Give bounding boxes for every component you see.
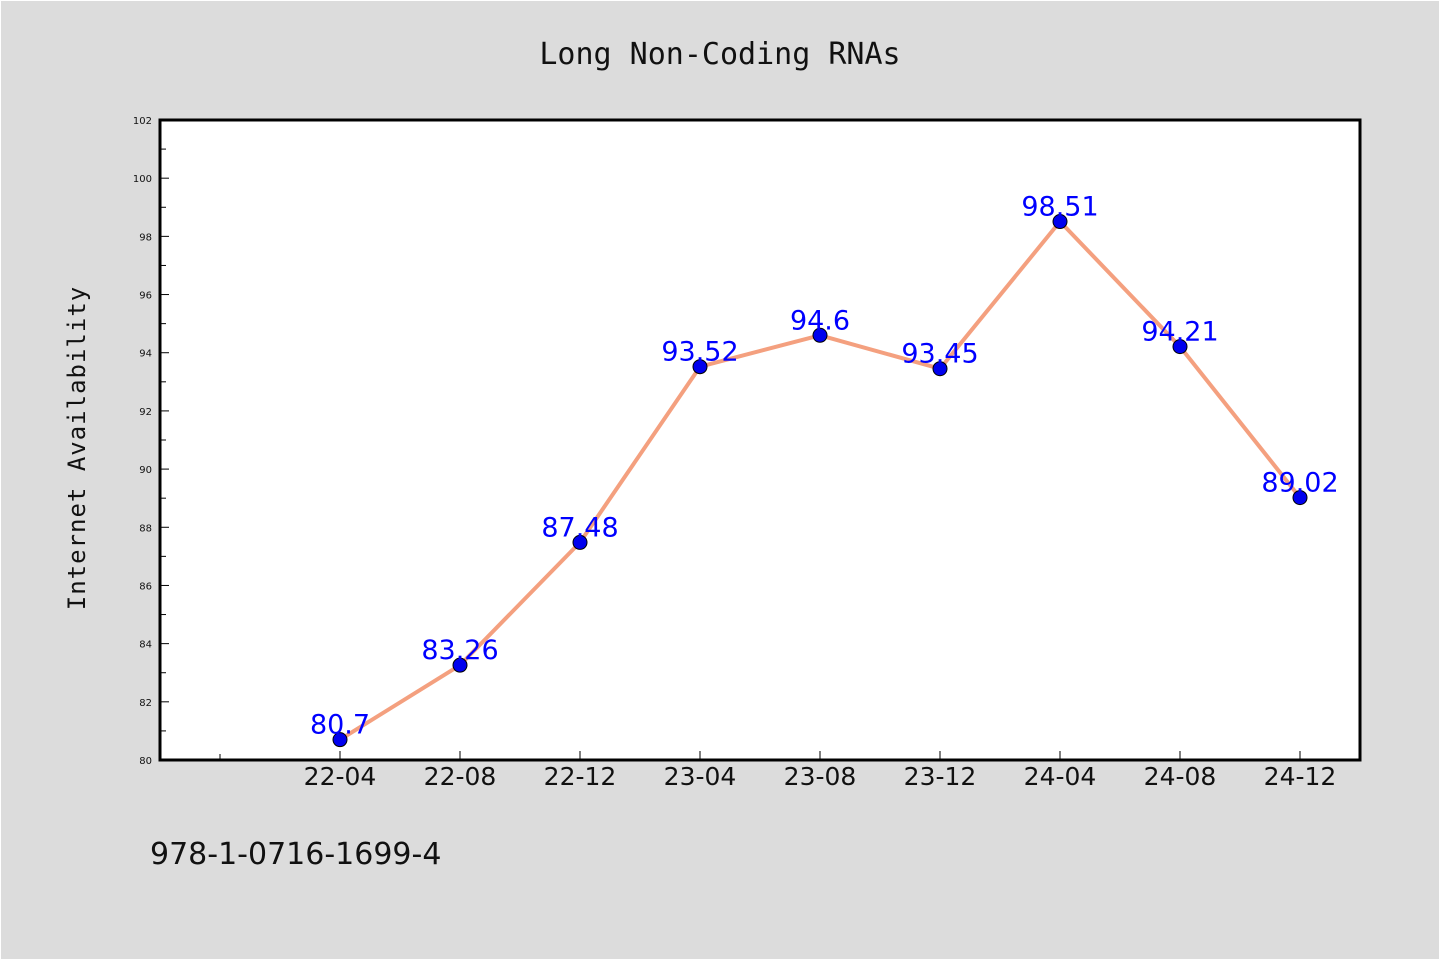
y-tick-label: 98 xyxy=(139,232,152,243)
y-tick-label: 86 xyxy=(139,581,152,592)
data-label: 93.52 xyxy=(661,337,738,368)
series-layer: 80.7 83.26 87.48 93.52 94.6 93.45 98.51 94.21 89… xyxy=(310,192,1339,748)
plot-border xyxy=(158,118,1362,762)
x-tick-label: 24-08 xyxy=(1144,762,1217,791)
y-axis: 80 82 84 86 88 90 92 94 96 98 100 102 xyxy=(133,116,169,767)
y-tick-label: 92 xyxy=(139,407,152,418)
footer-code: 978-1-0716-1699-4 xyxy=(150,837,441,872)
data-point xyxy=(332,732,348,748)
data-point xyxy=(692,359,708,375)
data-point xyxy=(572,534,588,550)
data-point xyxy=(812,327,828,343)
y-tick-label: 96 xyxy=(139,291,152,302)
data-label: 80.7 xyxy=(310,710,370,741)
data-label: 94.6 xyxy=(790,305,850,336)
y-tick-label: 102 xyxy=(133,116,152,127)
data-label: 93.45 xyxy=(901,339,978,370)
y-tick-label: 88 xyxy=(139,523,152,534)
x-tick-label: 22-08 xyxy=(424,762,497,791)
y-tick-label: 90 xyxy=(139,465,152,476)
x-tick-label: 23-04 xyxy=(664,762,737,791)
y-tick-label: 94 xyxy=(139,349,152,360)
y-tick-label: 80 xyxy=(139,756,152,767)
data-point xyxy=(932,361,948,377)
chart-title: Long Non-Coding RNAs xyxy=(539,37,900,72)
x-tick-label: 22-04 xyxy=(304,762,377,791)
x-tick-label: 22-12 xyxy=(544,762,617,791)
x-tick-label: 24-04 xyxy=(1024,762,1097,791)
data-label: 89.02 xyxy=(1261,468,1338,499)
data-label: 94.21 xyxy=(1141,317,1218,348)
y-tick-label: 84 xyxy=(139,640,152,651)
x-axis: 22-04 22-08 22-12 23-04 23-08 23-12 24-04 24-08… xyxy=(219,751,1337,791)
x-tick-label: 23-08 xyxy=(784,762,857,791)
data-label: 83.26 xyxy=(421,635,498,666)
x-tick-label: 23-12 xyxy=(904,762,977,791)
data-point xyxy=(1172,339,1188,355)
y-axis-label: Internet Availability xyxy=(63,286,91,610)
x-tick-label: 24-12 xyxy=(1264,762,1337,791)
plot-area xyxy=(160,120,1360,760)
y-tick-label: 100 xyxy=(133,174,152,185)
data-point xyxy=(1052,214,1068,230)
data-point xyxy=(1292,490,1308,506)
data-label: 98.51 xyxy=(1021,192,1098,223)
data-label: 87.48 xyxy=(541,512,618,543)
data-point xyxy=(452,657,468,673)
y-tick-label: 82 xyxy=(139,698,152,709)
